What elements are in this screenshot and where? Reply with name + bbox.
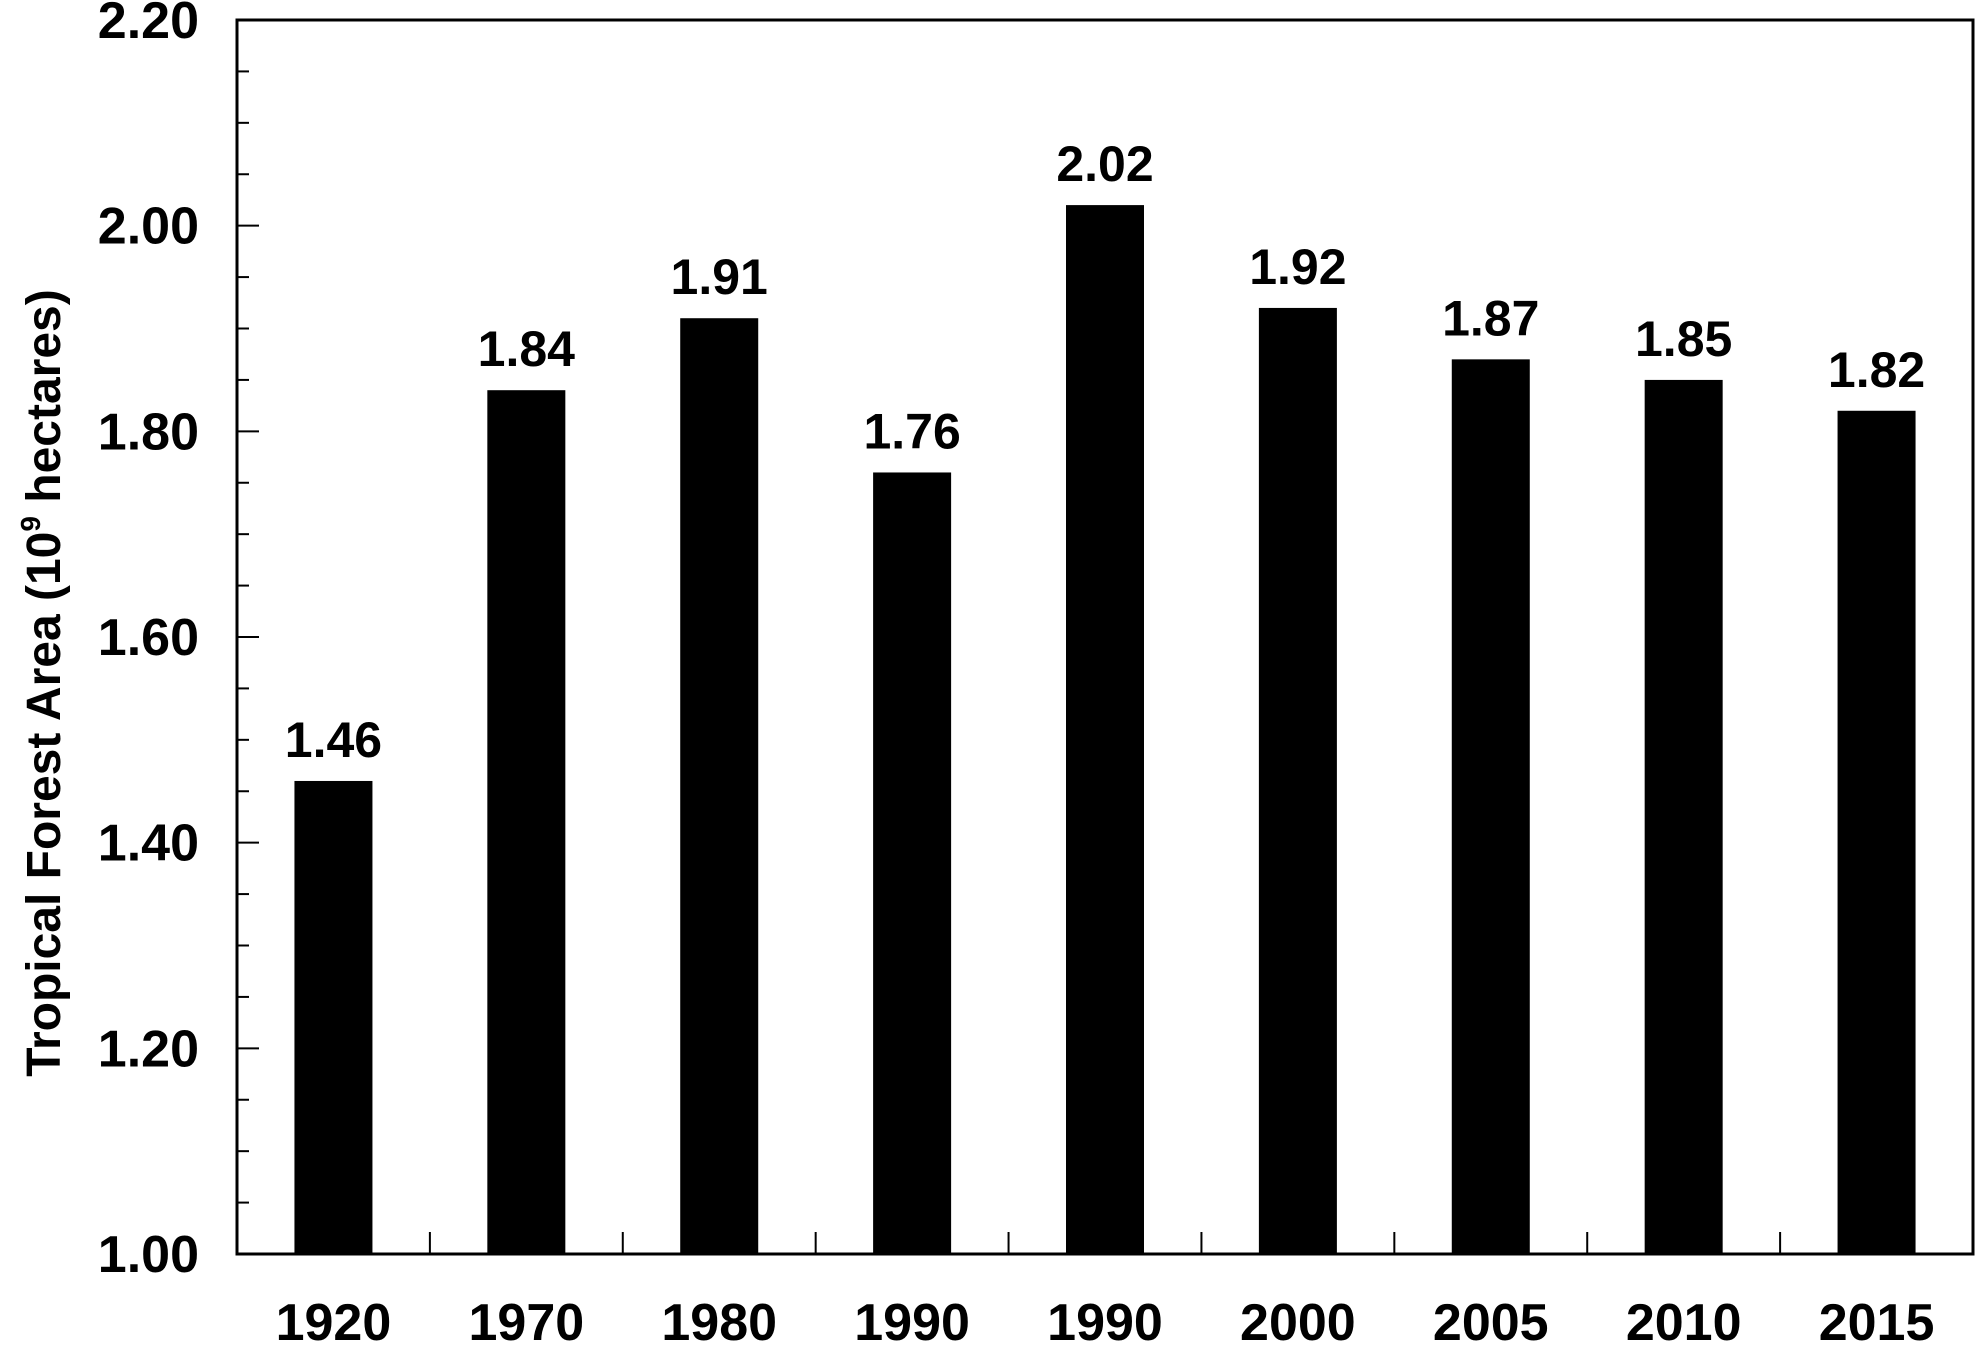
- bar-value-label: 1.91: [671, 249, 768, 305]
- bar: [873, 472, 952, 1254]
- y-axis-title-exponent: 9: [15, 516, 46, 532]
- y-axis-title-unit: hectares): [18, 289, 71, 516]
- y-tick-label: 2.00: [98, 198, 199, 256]
- y-tick-label: 1.00: [98, 1226, 199, 1284]
- x-tick-label: 2010: [1626, 1294, 1742, 1352]
- x-tick-label: 2000: [1240, 1294, 1356, 1352]
- x-tick-label: 2015: [1819, 1294, 1935, 1352]
- plot-frame: [235, 18, 1975, 1256]
- bar-value-label: 1.84: [478, 321, 576, 377]
- value-labels: 1.46 1.84 1.91 1.76 2.02 1.92 1.87 1.85 1.82: [285, 136, 1925, 768]
- x-axis: 1920 1970 1980 1990 1990 2000 2005 2010 2015: [276, 1232, 1935, 1352]
- y-tick-label: 1.60: [98, 609, 199, 667]
- bar-value-label: 1.82: [1828, 342, 1925, 398]
- y-tick-label: 1.80: [98, 403, 199, 461]
- bar: [1258, 307, 1337, 1254]
- bar-value-label: 1.92: [1249, 239, 1346, 295]
- bar: [487, 390, 566, 1254]
- bar-value-label: 2.02: [1056, 136, 1153, 192]
- y-axis-title-group: Tropical Forest Area (109 hectares): [15, 289, 71, 1076]
- bar-value-label: 1.87: [1442, 290, 1539, 346]
- y-axis: 1.00 1.20 1.40 1.60 1.80 2.00 2.20: [98, 0, 259, 1284]
- x-tick-label: 1920: [276, 1294, 392, 1352]
- x-tick-label: 2005: [1433, 1294, 1549, 1352]
- bar: [1451, 359, 1530, 1255]
- y-tick-label: 1.20: [98, 1020, 199, 1078]
- bar-value-label: 1.76: [863, 403, 960, 459]
- bar: [294, 780, 373, 1254]
- x-tick-label: 1990: [854, 1294, 970, 1352]
- bars: [294, 205, 1916, 1255]
- bar-value-label: 1.46: [285, 712, 382, 768]
- y-axis-title: Tropical Forest Area (109 hectares): [15, 289, 71, 1076]
- y-tick-label: 2.20: [98, 0, 199, 50]
- x-tick-label: 1970: [468, 1294, 584, 1352]
- bar: [1066, 205, 1144, 1255]
- bar-value-label: 1.85: [1635, 311, 1732, 367]
- x-tick-label: 1980: [661, 1294, 777, 1352]
- bar: [1644, 379, 1723, 1255]
- y-tick-label: 1.40: [98, 815, 199, 873]
- bar: [1837, 410, 1916, 1254]
- y-axis-title-text: Tropical Forest Area (10: [18, 532, 71, 1077]
- x-tick-label: 1990: [1047, 1294, 1163, 1352]
- bar: [680, 318, 759, 1254]
